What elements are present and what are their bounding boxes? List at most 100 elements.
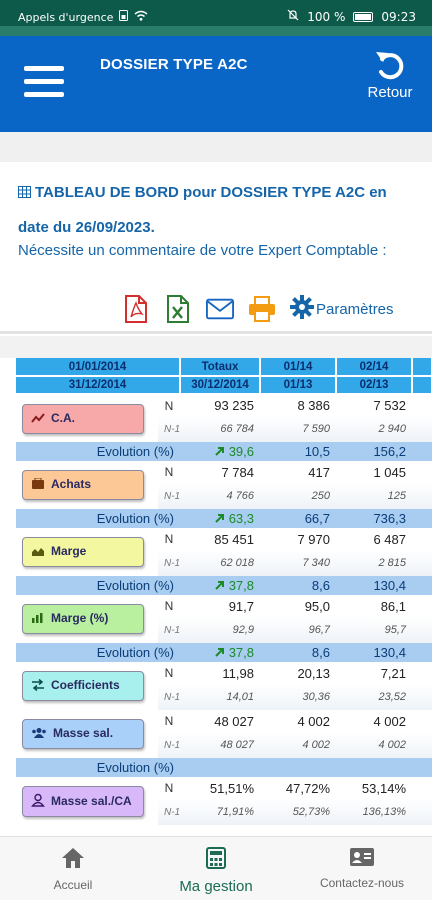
overflow-cell (412, 461, 432, 483)
value-cell: 4 002 (297, 713, 330, 729)
overflow-cell (412, 799, 432, 825)
indicator-button[interactable]: Coefficients (22, 671, 144, 701)
overflow-cell (412, 595, 432, 617)
n1-tag: N-1 (158, 799, 180, 825)
back-label: Retour (367, 84, 413, 101)
n1-tag: N-1 (158, 684, 180, 710)
dashboard-table: 01/01/2014 Totaux 01/14 02/14 31/12/2014… (16, 358, 432, 825)
indicator-button[interactable]: C.A. (22, 403, 144, 434)
table-row: N-1 14,01 30,36 23,52 (16, 684, 432, 710)
evolution-cell: 156,2 (336, 442, 412, 461)
evolution-row: Evolution (%) (16, 758, 432, 777)
nav-contactez-nous[interactable]: Contactez-nous (308, 847, 416, 890)
prev-value-cell: 136,13% (336, 799, 412, 825)
indicator-cell: Masse sal. (16, 710, 158, 758)
comment-request-text: Nécessite un commentaire de votre Expert… (18, 242, 387, 259)
n1-tag: N-1 (158, 416, 180, 442)
indicator-cell: Marge (16, 528, 158, 576)
nav-contactez-nous-label: Contactez-nous (319, 876, 405, 890)
clock: 09:23 (381, 9, 416, 24)
dashboard-title-text: TABLEAU DE BORD pour DOSSIER TYPE A2C en… (18, 184, 387, 236)
evolution-value: 10,5 (304, 444, 330, 459)
indicator-cell: C.A. (16, 394, 158, 442)
evolution-row: Evolution (%) 37,8 8,6 130,4 (16, 576, 432, 595)
prev-value-cell: 4 002 (260, 732, 336, 758)
section-separator (0, 336, 432, 358)
overflow-cell (412, 394, 432, 416)
exchange-icon (31, 678, 45, 694)
indicator-label: Masse sal. (53, 726, 114, 740)
table-row: Coefficients N 11,98 20,13 7,21 (16, 662, 432, 701)
prev-value-cell: 125 (336, 483, 412, 509)
value-cell: 95,0 (304, 598, 330, 614)
indicator-label: Coefficients (51, 678, 120, 692)
header-month-1-prev: 01/13 (260, 376, 337, 395)
table-icon (18, 177, 31, 211)
indicator-cell: Masse sal./CA (16, 777, 158, 825)
back-button[interactable]: Retour (360, 50, 420, 101)
trend-up-icon (214, 645, 225, 660)
value-cell: 7 784 (221, 464, 254, 480)
prev-value-cell: 7 590 (260, 416, 336, 442)
evolution-value: 8,6 (311, 578, 330, 593)
evolution-cell (336, 758, 412, 777)
undo-arrow-icon (360, 50, 420, 82)
nav-ma-gestion[interactable]: Ma gestion (166, 847, 266, 895)
indicator-button[interactable]: Masse sal./CA (22, 785, 144, 817)
settings-label: Paramètres (316, 300, 394, 318)
user-icon (31, 793, 45, 810)
evolution-value: 37,8 (228, 578, 254, 593)
n-tag: N (164, 398, 174, 413)
settings-button[interactable]: Paramètres (290, 295, 394, 323)
evolution-value: 736,3 (373, 511, 406, 526)
mute-bell-icon (287, 9, 299, 24)
evolution-value: 39,6 (228, 444, 254, 459)
trend-up-icon (214, 444, 225, 459)
indicator-cell: Marge (%) (16, 595, 158, 643)
header-more (412, 358, 432, 377)
evolution-value: 37,8 (228, 645, 254, 660)
overflow-cell (412, 684, 432, 710)
bottom-navigation: Accueil Ma gestion Contactez-nous (0, 836, 432, 900)
pdf-icon[interactable] (122, 294, 150, 324)
printer-icon[interactable] (248, 294, 276, 324)
indicator-label: Achats (51, 477, 92, 491)
prev-value-cell: 2 940 (336, 416, 412, 442)
trend-up-icon (214, 511, 225, 526)
export-toolbar: Paramètres (122, 294, 394, 324)
value-cell: 20,13 (297, 665, 330, 681)
table-row: Marge (%) N 91,7 95,0 86,1 (16, 595, 432, 634)
hamburger-icon[interactable] (24, 66, 64, 100)
app-bar: DOSSIER TYPE A2C Retour (0, 36, 432, 132)
indicator-cell: Achats (16, 461, 158, 509)
overflow-cell (412, 662, 432, 684)
value-cell: 93 235 (214, 398, 254, 413)
line-chart-icon (31, 412, 45, 427)
dashboard-table-scroll[interactable]: 01/01/2014 Totaux 01/14 02/14 31/12/2014… (16, 358, 432, 836)
value-cell: 86,1 (380, 598, 406, 614)
indicator-button[interactable]: Marge (22, 537, 144, 567)
overflow-cell (412, 550, 432, 576)
table-row: N-1 92,9 96,7 95,7 (16, 617, 432, 643)
table-row: N-1 62 018 7 340 2 815 (16, 550, 432, 576)
value-cell: 1 045 (373, 464, 406, 480)
excel-icon[interactable] (164, 294, 192, 324)
n1-tag: N-1 (158, 617, 180, 643)
area-chart-icon (31, 545, 45, 560)
overflow-cell (412, 732, 432, 758)
indicator-label: Marge (51, 544, 87, 558)
overflow-cell (412, 442, 432, 461)
prev-value-cell: 71,91% (180, 799, 260, 825)
nav-accueil[interactable]: Accueil (40, 847, 106, 892)
prev-value-cell: 7 340 (260, 550, 336, 576)
indicator-button[interactable]: Marge (%) (22, 604, 144, 634)
value-cell: 7,21 (380, 665, 406, 681)
indicator-button[interactable]: Masse sal. (22, 719, 144, 749)
mail-icon[interactable] (206, 294, 234, 324)
evolution-cell: 736,3 (336, 509, 412, 528)
indicator-button[interactable]: Achats (22, 470, 144, 500)
nav-ma-gestion-label: Ma gestion (179, 878, 253, 895)
n1-tag: N-1 (158, 732, 180, 758)
evolution-cell: 63,3 (180, 509, 260, 528)
